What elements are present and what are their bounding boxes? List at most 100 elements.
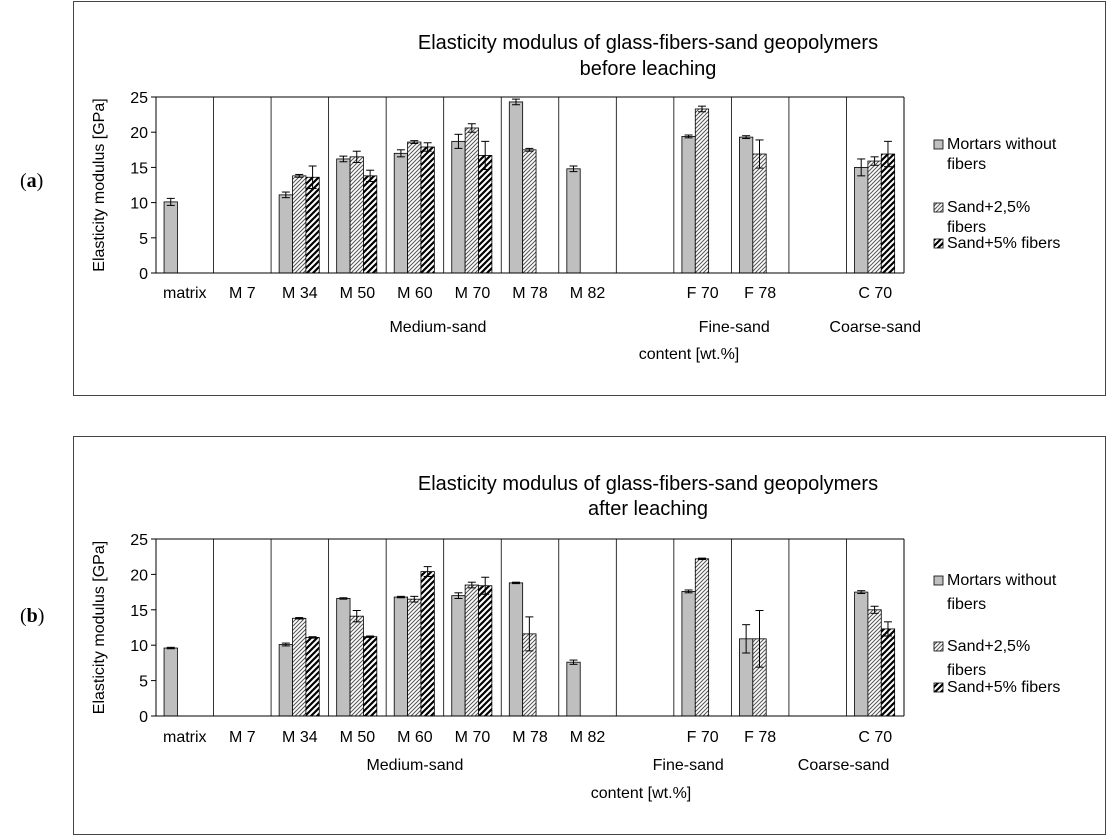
- bar: [305, 176, 320, 274]
- panel-letter: b: [26, 605, 38, 627]
- x-tick-label: M 50: [340, 729, 376, 746]
- legend-label: fibers: [947, 156, 986, 173]
- bar: [349, 615, 364, 717]
- chart-title: Elasticity modulus of glass-fibers-sand …: [418, 473, 878, 495]
- bar: [420, 571, 435, 717]
- x-tick-label: M 34: [282, 729, 318, 746]
- y-tick-label: 25: [130, 90, 148, 107]
- panel-label-b: (b): [20, 605, 45, 627]
- group-label: Medium-sand: [389, 319, 486, 336]
- bar: [854, 166, 869, 274]
- bar: [278, 644, 293, 717]
- y-tick-label: 15: [130, 603, 148, 620]
- bar: [336, 158, 351, 274]
- chart-panel-a: Elasticity modulus of glass-fibers-sand …: [73, 1, 1106, 396]
- bar: [451, 595, 466, 717]
- x-tick-label: M 60: [397, 729, 433, 746]
- bar: [407, 598, 422, 717]
- chart-title: after leaching: [588, 498, 708, 520]
- x-tick-label: F 78: [744, 729, 776, 746]
- legend-label: Sand+5% fibers: [947, 679, 1060, 696]
- group-label: Fine-sand: [699, 319, 770, 336]
- bar: [566, 168, 581, 274]
- bar: [305, 637, 320, 717]
- y-tick-label: 15: [130, 160, 148, 177]
- bar: [163, 647, 178, 717]
- x-tick-label: M 78: [512, 729, 548, 746]
- group-label: Fine-sand: [653, 757, 724, 774]
- group-label: Medium-sand: [366, 757, 463, 774]
- chart-a: Elasticity modulus of glass-fibers-sand …: [91, 32, 1060, 363]
- bar: [464, 584, 479, 717]
- x-tick-label: matrix: [163, 285, 207, 302]
- y-tick-label: 25: [130, 532, 148, 549]
- y-axis-label: Elasticity modulus [GPa]: [91, 541, 108, 714]
- bar: [681, 590, 696, 717]
- x-tick-label: M 60: [397, 285, 433, 302]
- x-axis-label: content [wt.%]: [639, 346, 740, 363]
- chart-panel-b: Elasticity modulus of glass-fibers-sand …: [73, 436, 1106, 835]
- y-tick-label: 10: [130, 638, 148, 655]
- legend-swatch: [933, 139, 944, 150]
- x-tick-label: M 34: [282, 285, 318, 302]
- bar: [566, 661, 581, 717]
- x-tick-label: M 78: [512, 285, 548, 302]
- bar: [739, 136, 754, 274]
- x-tick-label: C 70: [858, 729, 892, 746]
- bar: [278, 194, 293, 274]
- y-tick-label: 5: [139, 674, 148, 691]
- bar: [478, 585, 493, 717]
- x-tick-label: M 70: [455, 285, 491, 302]
- x-tick-label: F 70: [687, 729, 719, 746]
- bar: [407, 141, 422, 274]
- bar: [867, 160, 882, 274]
- y-tick-label: 10: [130, 196, 148, 213]
- legend-label: fibers: [947, 662, 986, 679]
- group-label: Coarse-sand: [829, 319, 921, 336]
- legend-label: Sand+5% fibers: [947, 235, 1060, 252]
- legend-swatch: [933, 238, 944, 249]
- panel-label-a: (a): [20, 170, 44, 192]
- bar: [508, 582, 524, 717]
- bar: [478, 155, 493, 274]
- bar: [292, 175, 307, 274]
- bar: [163, 201, 178, 274]
- bar: [880, 628, 896, 717]
- bar: [349, 156, 364, 274]
- panel-letter: a: [26, 170, 37, 192]
- bar: [854, 591, 869, 717]
- legend-label: Mortars without: [947, 572, 1057, 589]
- legend-swatch: [933, 575, 944, 586]
- legend-swatch: [933, 682, 944, 693]
- bar: [464, 127, 479, 274]
- y-tick-label: 5: [139, 231, 148, 248]
- x-tick-label: F 70: [687, 285, 719, 302]
- legend-swatch: [933, 202, 944, 213]
- y-tick-label: 0: [139, 709, 148, 726]
- bar: [336, 598, 351, 717]
- bar: [681, 136, 696, 274]
- bar: [292, 617, 307, 717]
- bar: [522, 149, 537, 274]
- x-axis-label: content [wt.%]: [591, 785, 692, 802]
- x-tick-label: M 82: [570, 285, 606, 302]
- y-tick-label: 20: [130, 125, 148, 142]
- bar: [363, 636, 378, 717]
- legend-label: fibers: [947, 219, 986, 236]
- y-axis-label: Elasticity modulus [GPa]: [91, 98, 108, 271]
- x-tick-label: M 7: [229, 729, 256, 746]
- bar: [752, 153, 767, 274]
- x-tick-label: M 82: [570, 729, 606, 746]
- bar: [867, 609, 882, 717]
- y-tick-label: 0: [139, 266, 148, 283]
- chart-title: before leaching: [580, 58, 717, 80]
- x-tick-label: M 50: [340, 285, 376, 302]
- x-tick-label: M 7: [229, 285, 256, 302]
- bar: [508, 101, 524, 274]
- bar: [880, 153, 896, 274]
- bar: [694, 108, 710, 274]
- legend-label: fibers: [947, 596, 986, 613]
- y-tick-label: 20: [130, 567, 148, 584]
- x-tick-label: F 78: [744, 285, 776, 302]
- chart-b: Elasticity modulus of glass-fibers-sand …: [91, 473, 1060, 802]
